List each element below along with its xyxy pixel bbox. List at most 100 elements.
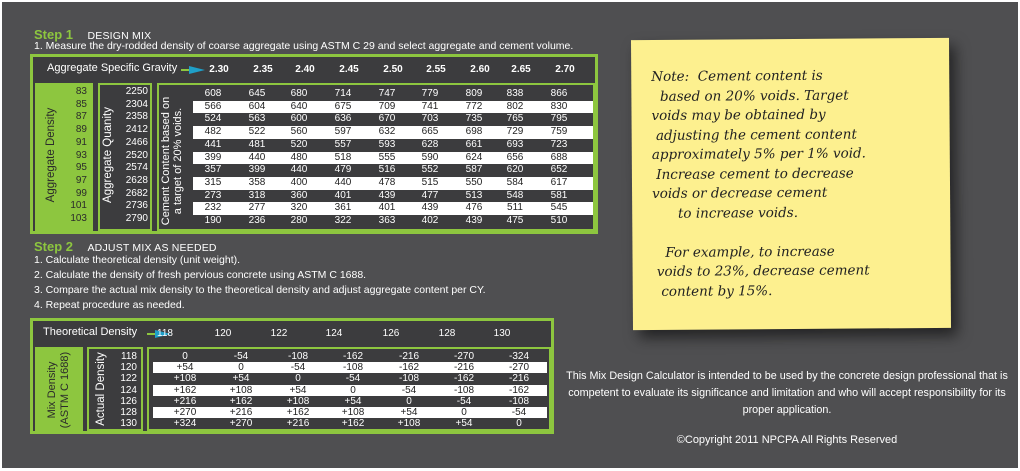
cement-content-cell: 361 xyxy=(334,202,352,214)
cement-content-cell: 584 xyxy=(506,176,524,188)
theoretical-density-value: 118 xyxy=(157,328,173,339)
cement-content-cell: 555 xyxy=(378,151,396,163)
cement-content-cell: 593 xyxy=(378,138,396,150)
adjustment-cell: -162 xyxy=(508,384,529,396)
specific-gravity-value: 2.50 xyxy=(383,64,403,75)
cement-content-cell: 636 xyxy=(334,113,352,125)
table-row: 482 522 560 597 632 665 698 729 759 xyxy=(193,126,593,139)
theoretical-density-value: 124 xyxy=(325,328,343,339)
adjustment-cell: -54 xyxy=(345,373,361,385)
adjustment-cell: +270 xyxy=(229,418,253,430)
specific-gravity-value: 2.55 xyxy=(426,64,446,75)
adjustment-cell: +162 xyxy=(229,395,253,407)
specific-gravity-value: 2.65 xyxy=(511,64,531,75)
cement-content-cell: 656 xyxy=(506,151,524,163)
adjustment-cell: -54 xyxy=(401,384,417,396)
cement-content-cell: 515 xyxy=(421,176,439,188)
cement-content-cell: 440 xyxy=(248,151,266,163)
cement-content-cell: 604 xyxy=(248,100,266,112)
mix-density-label: Mix Density (ASTM C 1688) xyxy=(46,340,72,440)
adjustment-cell: 0 xyxy=(295,373,301,385)
specific-gravity-value: 2.35 xyxy=(253,64,273,75)
aggregate-quantity-value: 2250 xyxy=(125,86,148,97)
aggregate-density-value: 83 xyxy=(75,86,87,97)
theoretical-density-value: 128 xyxy=(438,328,456,339)
cement-content-cell: 661 xyxy=(465,138,483,150)
cement-content-cell: 360 xyxy=(290,189,308,201)
aggregate-density-value: 89 xyxy=(75,124,87,136)
actual-density-column: Actual Density 118 120 122 124 126 128 130 xyxy=(87,347,143,431)
actual-density-value: 128 xyxy=(120,407,137,418)
mix-density-label-line2: (ASTM C 1688) xyxy=(59,351,71,429)
adjustment-cell: +54 xyxy=(344,395,362,407)
aggregate-quantity-value: 2412 xyxy=(125,124,148,136)
table-row: +216 +162 +108 +54 0 -54 -108 xyxy=(153,396,547,407)
specific-gravity-value: 2.40 xyxy=(295,64,315,75)
adjustment-rows: 0 -54 -108 -162 -216 -270 -324 +54 0 -54 -108 -162-… xyxy=(153,351,547,429)
adjustment-cell: -108 xyxy=(287,351,308,362)
cement-content-cell: 318 xyxy=(248,189,266,201)
adjustment-cell: +108 xyxy=(173,373,197,385)
cement-content-cell: 357 xyxy=(204,164,222,176)
cement-content-cell: 597 xyxy=(334,126,352,138)
cement-content-cell: 772 xyxy=(465,100,483,112)
cement-content-cell: 779 xyxy=(421,88,439,99)
cement-content-cell: 400 xyxy=(290,176,308,188)
step2-instruction-2: 2. Calculate the density of fresh pervio… xyxy=(34,269,367,281)
cement-content-cell: 640 xyxy=(290,100,308,112)
aggregate-quantity-label: Aggregate Quanity xyxy=(102,107,114,203)
table-row: 357 399 440 479 516 552 587 620 652 xyxy=(193,164,593,177)
theoretical-density-value: 126 xyxy=(382,328,400,339)
cement-content-cell: 363 xyxy=(378,215,396,226)
cement-content-cell: 277 xyxy=(248,202,266,214)
table-row: +270 +216 +162 +108 +54 0 -54 xyxy=(153,407,547,419)
cement-content-cell: 729 xyxy=(506,126,524,138)
cement-content-cell: 866 xyxy=(550,88,568,99)
cement-content-cell: 587 xyxy=(465,164,483,176)
cement-content-cell: 520 xyxy=(290,138,308,150)
note-text: Note: Cement content is based on 20% voi… xyxy=(631,38,949,300)
adjustment-cell: -216 xyxy=(453,362,474,374)
note-line: based on 20% voids. Target xyxy=(651,87,849,105)
adjustment-cell: +54 xyxy=(400,407,418,418)
cement-content-cell: 600 xyxy=(290,113,308,125)
cement-content-cell: 480 xyxy=(290,151,308,163)
cement-content-cell: 315 xyxy=(204,176,222,188)
sticky-note: Note: Cement content is based on 20% voi… xyxy=(630,37,952,331)
theoretical-density-value: 130 xyxy=(493,328,511,339)
cement-content-cell: 830 xyxy=(550,100,568,112)
cement-content-cell: 563 xyxy=(248,113,266,125)
adjustment-cell: +108 xyxy=(286,395,310,407)
cement-content-cell: 552 xyxy=(421,164,439,176)
aggregate-quantity-column: Aggregate Quanity 2250 2304 2358 2412 2466 25… xyxy=(98,83,152,231)
table-row: 190 236 280 322 363 402 439 475 510 xyxy=(193,215,593,228)
adjustment-cell: -54 xyxy=(456,395,472,407)
adjustment-cell: 0 xyxy=(516,418,522,430)
aggregate-density-value: 85 xyxy=(75,98,87,110)
adjustment-cell: -108 xyxy=(398,373,419,385)
actual-density-value: 120 xyxy=(120,362,137,374)
copyright-text: ©Copyright 2011 NPCPA All Rights Reserve… xyxy=(676,434,898,446)
disclaimer-text: This Mix Design Calculator is intended t… xyxy=(566,370,1008,416)
aggregate-quantity-value: 2304 xyxy=(125,98,148,110)
cement-content-label: Cement Content based on a target of 20% … xyxy=(160,86,184,236)
adjustment-cell: +108 xyxy=(397,418,421,430)
cement-content-cell: 590 xyxy=(421,151,439,163)
cement-label-line2: a target of 20% voids. xyxy=(172,107,184,215)
cement-content-cell: 439 xyxy=(378,189,396,201)
cement-content-cell: 608 xyxy=(204,88,222,99)
aggregate-quantity-value: 2520 xyxy=(125,149,148,161)
cement-content-cell: 481 xyxy=(248,138,266,150)
cement-content-cell: 510 xyxy=(550,215,568,226)
cement-content-cell: 358 xyxy=(248,176,266,188)
adjustment-cell: -108 xyxy=(508,395,529,407)
cement-content-cell: 645 xyxy=(248,88,266,99)
adjustment-cell: +54 xyxy=(176,362,194,374)
cement-content-cell: 566 xyxy=(204,100,222,112)
table-row: 232 277 320 361 401 439 476 511 545 xyxy=(193,202,593,215)
aggregate-quantity-value: 2466 xyxy=(125,136,148,148)
actual-density-value: 122 xyxy=(120,373,137,385)
aggregate-density-value: 91 xyxy=(75,136,87,148)
cement-content-cell: 693 xyxy=(506,138,524,150)
step2-instruction-3: 3. Compare the actual mix density to the… xyxy=(34,284,486,296)
